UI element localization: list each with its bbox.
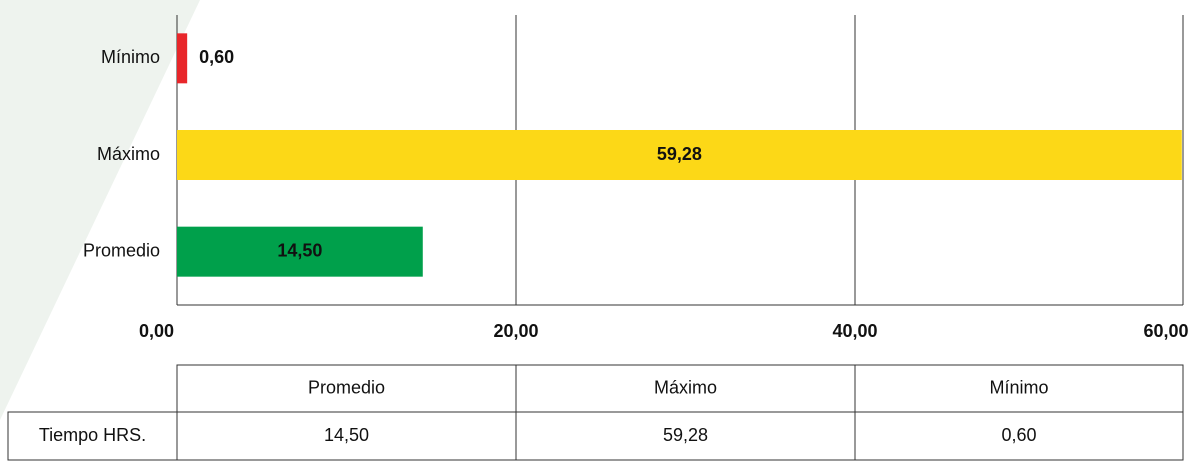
x-tick-label: 0,00 bbox=[139, 321, 174, 341]
x-tick-label: 40,00 bbox=[832, 321, 877, 341]
data-label: 0,60 bbox=[199, 47, 234, 67]
bar bbox=[177, 130, 1182, 180]
category-label: Mínimo bbox=[101, 47, 160, 67]
category-label: Máximo bbox=[97, 144, 160, 164]
bar bbox=[177, 33, 188, 84]
table-value: 59,28 bbox=[663, 425, 708, 445]
data-label: 59,28 bbox=[657, 144, 702, 164]
table-cell bbox=[7, 411, 1184, 461]
table-header: Máximo bbox=[654, 377, 717, 397]
x-tick-label: 20,00 bbox=[493, 321, 538, 341]
category-label: Promedio bbox=[83, 240, 160, 260]
table-header: Mínimo bbox=[989, 377, 1048, 397]
x-tick-label: 60,00 bbox=[1143, 321, 1188, 341]
bar bbox=[177, 226, 423, 277]
background-shape bbox=[0, 0, 200, 420]
table-header: Promedio bbox=[308, 377, 385, 397]
table-value: 0,60 bbox=[1001, 425, 1036, 445]
data-label: 14,50 bbox=[277, 240, 322, 260]
table-value: 14,50 bbox=[324, 425, 369, 445]
table-row-label: Tiempo HRS. bbox=[39, 425, 146, 445]
